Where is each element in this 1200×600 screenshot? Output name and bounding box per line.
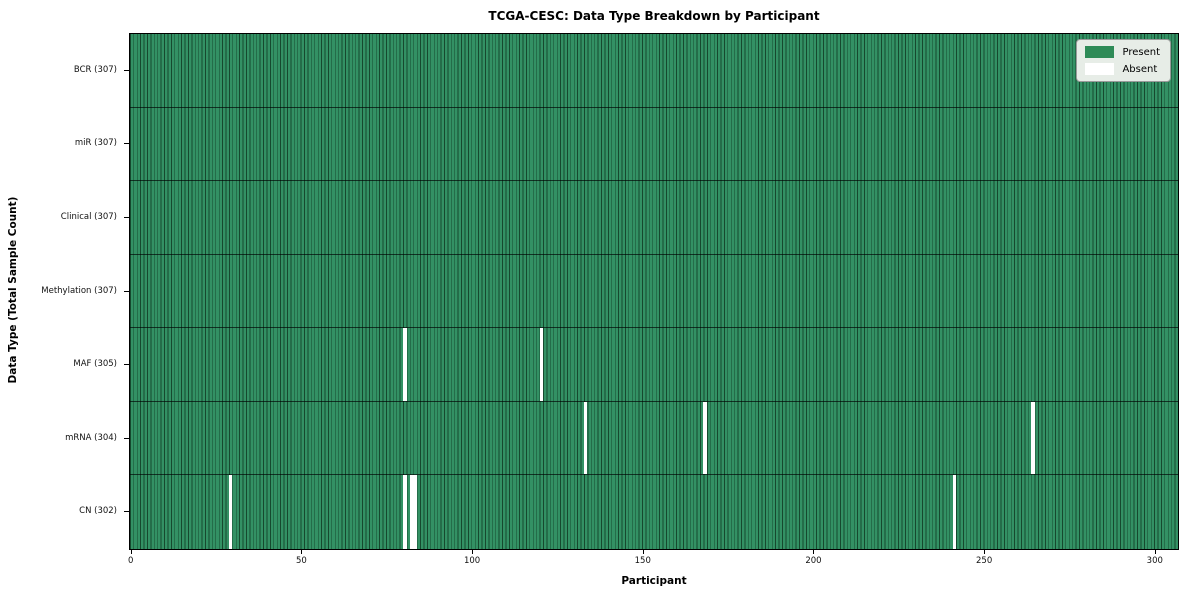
heatmap-row-maf <box>130 328 1178 402</box>
y-tick-mark <box>124 511 129 513</box>
y-tick-mark <box>124 143 129 145</box>
y-tick-label: mRNA (304) <box>65 432 117 443</box>
heatmap-row-cn <box>130 475 1178 549</box>
y-tick-label: BCR (307) <box>73 64 117 75</box>
y-tick-label: MAF (305) <box>73 359 117 370</box>
x-tick-label: 100 <box>463 556 481 566</box>
legend-item-present: Present <box>1085 46 1160 58</box>
legend-swatch-present <box>1085 46 1115 58</box>
heatmap-row-mrna <box>130 401 1178 476</box>
legend: Present Absent <box>1076 39 1171 82</box>
y-axis: BCR (307) miR (307) Clinical (307) Methylat… <box>0 33 129 548</box>
y-tick-label: Methylation (307) <box>41 285 117 296</box>
x-tick-label: 50 <box>295 556 307 566</box>
x-tick-mark <box>472 549 474 554</box>
x-tick-label: 300 <box>1146 556 1163 566</box>
x-tick-mark <box>130 549 132 554</box>
legend-label: Absent <box>1122 63 1158 75</box>
absent-mark <box>584 401 588 475</box>
heatmap-row-clinical <box>130 181 1178 255</box>
legend-item-absent: Absent <box>1085 63 1160 75</box>
y-tick-mark <box>124 437 129 439</box>
y-tick-mark <box>124 69 129 71</box>
absent-mark <box>409 475 417 549</box>
heatmap-row-bcr <box>130 34 1178 108</box>
heatmap-row-mir <box>130 107 1178 182</box>
y-tick-label: CN (302) <box>79 506 117 517</box>
absent-mark <box>228 475 233 549</box>
absent-mark <box>403 475 407 549</box>
absent-mark <box>703 401 707 475</box>
x-tick-label: 200 <box>805 556 822 566</box>
absent-mark <box>539 328 544 401</box>
x-tick-mark <box>301 549 303 554</box>
x-tick-label: 0 <box>127 556 134 566</box>
x-tick-mark <box>1154 549 1156 554</box>
x-tick-label: 150 <box>634 556 651 566</box>
x-axis-label: Participant <box>621 575 687 587</box>
absent-mark <box>952 475 957 549</box>
y-tick-mark <box>124 216 129 218</box>
x-tick-label: 250 <box>976 556 993 566</box>
legend-label: Present <box>1122 46 1160 58</box>
x-tick-mark <box>984 549 986 554</box>
heatmap-row-methylation <box>130 254 1178 329</box>
heatmap-plot-area: Present Absent <box>129 33 1179 550</box>
x-tick-mark <box>642 549 644 554</box>
absent-mark <box>1031 401 1035 475</box>
legend-swatch-absent <box>1085 63 1115 75</box>
chart-title: TCGA-CESC: Data Type Breakdown by Partic… <box>488 9 820 23</box>
absent-mark <box>403 328 407 401</box>
y-tick-label: Clinical (307) <box>60 211 117 222</box>
y-tick-label: miR (307) <box>74 138 117 149</box>
y-tick-mark <box>124 290 129 292</box>
y-tick-mark <box>124 364 129 366</box>
x-axis: 0 50 100 150 200 250 300 <box>127 548 1177 578</box>
x-tick-mark <box>813 549 815 554</box>
